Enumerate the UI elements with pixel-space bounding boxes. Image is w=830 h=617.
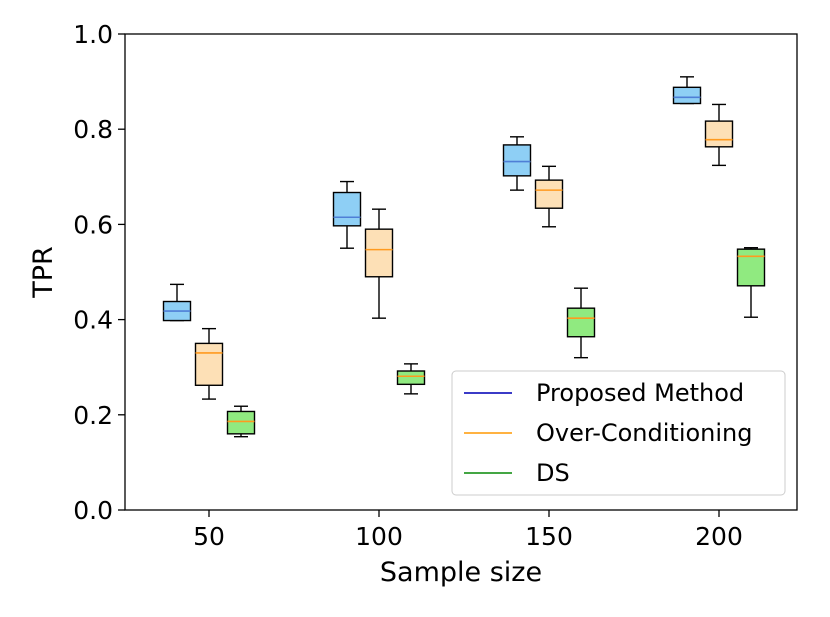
box-over-conditioning-100 bbox=[364, 208, 394, 319]
box-proposed-method-100 bbox=[332, 180, 362, 249]
box-over-conditioning-50 bbox=[194, 327, 224, 400]
box-body bbox=[194, 342, 224, 386]
box-ds-150 bbox=[566, 287, 596, 359]
x-tick-label: 150 bbox=[525, 522, 573, 551]
legend-entry-label: Over-Conditioning bbox=[536, 419, 753, 447]
y-tick-label: 0.0 bbox=[73, 496, 113, 525]
box-body bbox=[534, 179, 564, 209]
box-over-conditioning-200 bbox=[704, 103, 734, 167]
axes-frame bbox=[124, 33, 798, 511]
box-body bbox=[704, 120, 734, 148]
box-body bbox=[566, 307, 596, 338]
box-body bbox=[736, 248, 766, 287]
legend-frame bbox=[451, 370, 786, 496]
box-body bbox=[332, 191, 362, 227]
box-ds-200 bbox=[736, 247, 766, 318]
box-body bbox=[396, 370, 426, 386]
box-proposed-method-50 bbox=[162, 283, 192, 322]
y-tick-label: 0.2 bbox=[73, 401, 113, 430]
box-body bbox=[672, 86, 702, 105]
box-body bbox=[226, 410, 256, 435]
box-ds-100 bbox=[396, 363, 426, 395]
y-tick-label: 0.4 bbox=[73, 306, 113, 335]
y-tick-label: 0.8 bbox=[73, 115, 113, 144]
box-ds-50 bbox=[226, 405, 256, 438]
x-tick-label: 100 bbox=[355, 522, 403, 551]
legend-entry-label: DS bbox=[536, 459, 570, 487]
x-tick-label: 50 bbox=[193, 522, 225, 551]
y-tick-label: 0.6 bbox=[73, 210, 113, 239]
box-over-conditioning-150 bbox=[534, 165, 564, 228]
box-proposed-method-150 bbox=[502, 136, 532, 191]
box-body bbox=[502, 144, 532, 177]
x-axis-label: Sample size bbox=[380, 557, 542, 588]
legend: Proposed Method Over-Conditioning DS bbox=[451, 370, 786, 496]
plot-area: 0.0 0.2 0.4 0.6 0.8 1.0 50 100 150 200 bbox=[73, 20, 798, 551]
x-tick-label: 200 bbox=[695, 522, 743, 551]
legend-entry-label: Proposed Method bbox=[536, 379, 744, 407]
box-body bbox=[364, 228, 394, 278]
y-tick-label: 1.0 bbox=[73, 20, 113, 49]
y-axis-label: TPR bbox=[28, 246, 59, 299]
box-proposed-method-200 bbox=[672, 76, 702, 105]
